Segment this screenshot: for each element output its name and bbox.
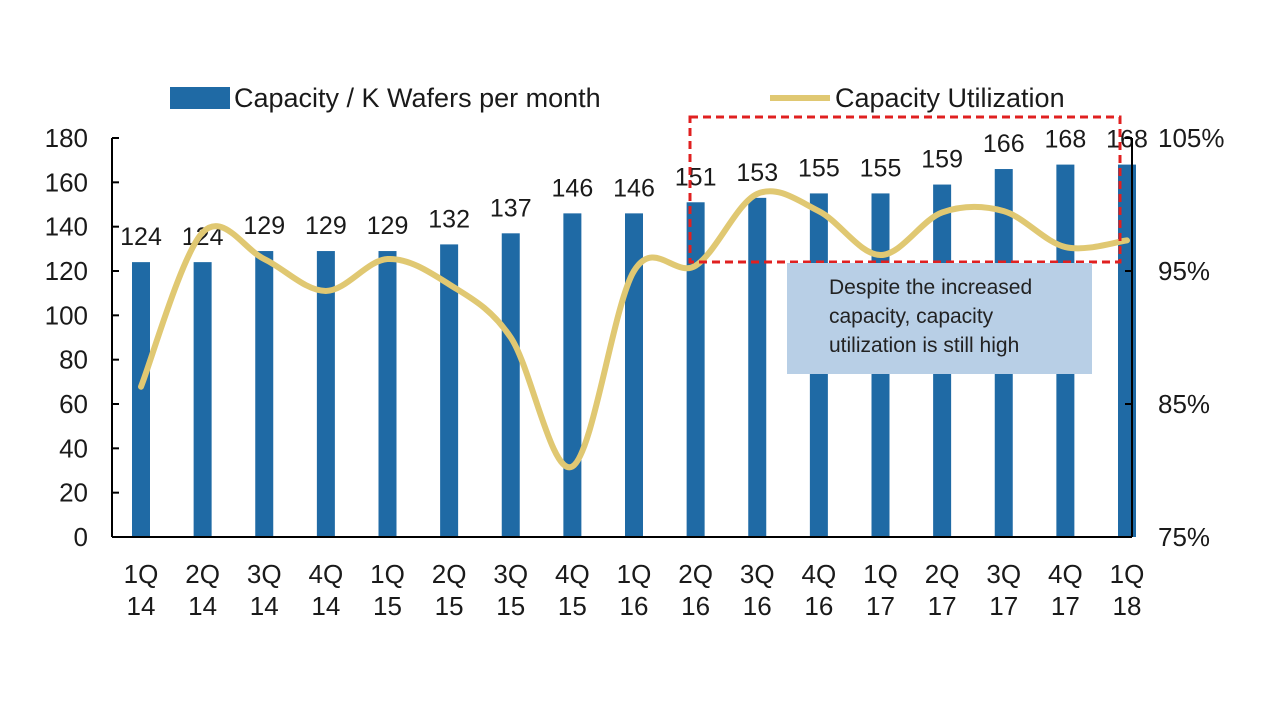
x-tick-label: 15: [558, 591, 587, 621]
x-tick-label: 3Q: [986, 559, 1021, 589]
bar-value-label: 168: [1045, 126, 1087, 154]
left-tick-label: 100: [45, 300, 88, 330]
legend: Capacity / K Wafers per month Capacity U…: [170, 83, 1065, 113]
x-tick-label: 14: [311, 591, 340, 621]
x-tick-label: 17: [928, 591, 957, 621]
bar-value-label: 153: [736, 159, 778, 187]
line-series: [138, 188, 1130, 471]
bar-value-label: 168: [1106, 126, 1148, 154]
annotation-note: Despite the increased capacity, capacity…: [787, 263, 1092, 374]
highlight-box: [688, 115, 1122, 264]
x-tick-label: 16: [804, 591, 833, 621]
left-tick-label: 60: [59, 389, 88, 419]
x-tick-label: 16: [681, 591, 710, 621]
bar-value-label: 129: [367, 212, 409, 240]
x-tick-label: 3Q: [493, 559, 528, 589]
x-tick-label: 4Q: [309, 559, 344, 589]
x-tick-label: 1Q: [863, 559, 898, 589]
bar: [501, 233, 520, 538]
bar: [563, 213, 582, 537]
bar: [625, 213, 643, 537]
bar: [132, 262, 150, 537]
x-tick-label: 15: [435, 591, 464, 621]
left-tick-label: 20: [59, 478, 88, 508]
left-tick-label: 140: [45, 212, 88, 242]
right-tick-label: 95%: [1158, 256, 1210, 286]
bar: [193, 262, 212, 537]
bar-value-label: 155: [798, 154, 840, 182]
bar-value-label: 151: [675, 163, 717, 191]
x-tick-label: 17: [989, 591, 1018, 621]
x-tick-label: 14: [250, 591, 279, 621]
x-tick-label: 15: [373, 591, 402, 621]
x-tick-label: 2Q: [925, 559, 960, 589]
bar-value-label: 166: [983, 130, 1025, 158]
bar-value-label: 124: [120, 223, 162, 251]
left-tick-label: 120: [45, 256, 88, 286]
left-tick-label: 180: [45, 123, 88, 153]
x-tick-label: 18: [1113, 591, 1142, 621]
x-tick-label: 16: [620, 591, 649, 621]
x-tick-label: 14: [127, 591, 156, 621]
x-tick-label: 2Q: [185, 559, 220, 589]
x-tick-label: 2Q: [432, 559, 467, 589]
utilization-line: [138, 188, 1130, 471]
x-tick-label: 1Q: [617, 559, 652, 589]
right-tick-label: 105%: [1158, 123, 1225, 153]
x-tick-label: 14: [188, 591, 217, 621]
x-tick-label: 17: [866, 591, 895, 621]
bar-value-label: 132: [428, 205, 470, 233]
bar-value-label: 137: [490, 194, 532, 222]
x-tick-label: 17: [1051, 591, 1080, 621]
x-tick-label: 3Q: [740, 559, 775, 589]
legend-bar-swatch: [170, 87, 230, 109]
x-tick-label: 1Q: [1110, 559, 1145, 589]
bar: [255, 251, 274, 538]
x-tick-label: 1Q: [370, 559, 405, 589]
bar-value-label: 129: [305, 212, 347, 240]
x-tick-label: 3Q: [247, 559, 282, 589]
legend-bar-label: Capacity / K Wafers per month: [234, 83, 601, 113]
bar-value-label: 155: [860, 154, 902, 182]
left-tick-label: 0: [74, 522, 88, 552]
left-tick-label: 160: [45, 167, 88, 197]
x-tick-label: 15: [496, 591, 525, 621]
bar-value-label: 129: [243, 212, 285, 240]
x-tick-label: 4Q: [802, 559, 837, 589]
x-tick-label: 1Q: [124, 559, 159, 589]
x-tick-label: 4Q: [555, 559, 590, 589]
bar-value-label: 146: [552, 174, 594, 202]
x-tick-label: 2Q: [678, 559, 713, 589]
bar: [686, 202, 705, 538]
legend-line-label: Capacity Utilization: [835, 83, 1065, 113]
bar: [378, 251, 397, 538]
x-tick-label: 16: [743, 591, 772, 621]
bar: [748, 197, 767, 537]
right-tick-label: 75%: [1158, 522, 1210, 552]
right-tick-label: 85%: [1158, 389, 1210, 419]
bar-value-label: 159: [921, 146, 963, 174]
bar: [316, 251, 335, 538]
axes: 02040608010012014016018075%85%95%105%1Q1…: [45, 123, 1225, 621]
bar: [440, 244, 459, 537]
x-tick-label: 4Q: [1048, 559, 1083, 589]
left-tick-label: 80: [59, 345, 88, 375]
left-tick-label: 40: [59, 433, 88, 463]
bar-value-label: 146: [613, 174, 655, 202]
